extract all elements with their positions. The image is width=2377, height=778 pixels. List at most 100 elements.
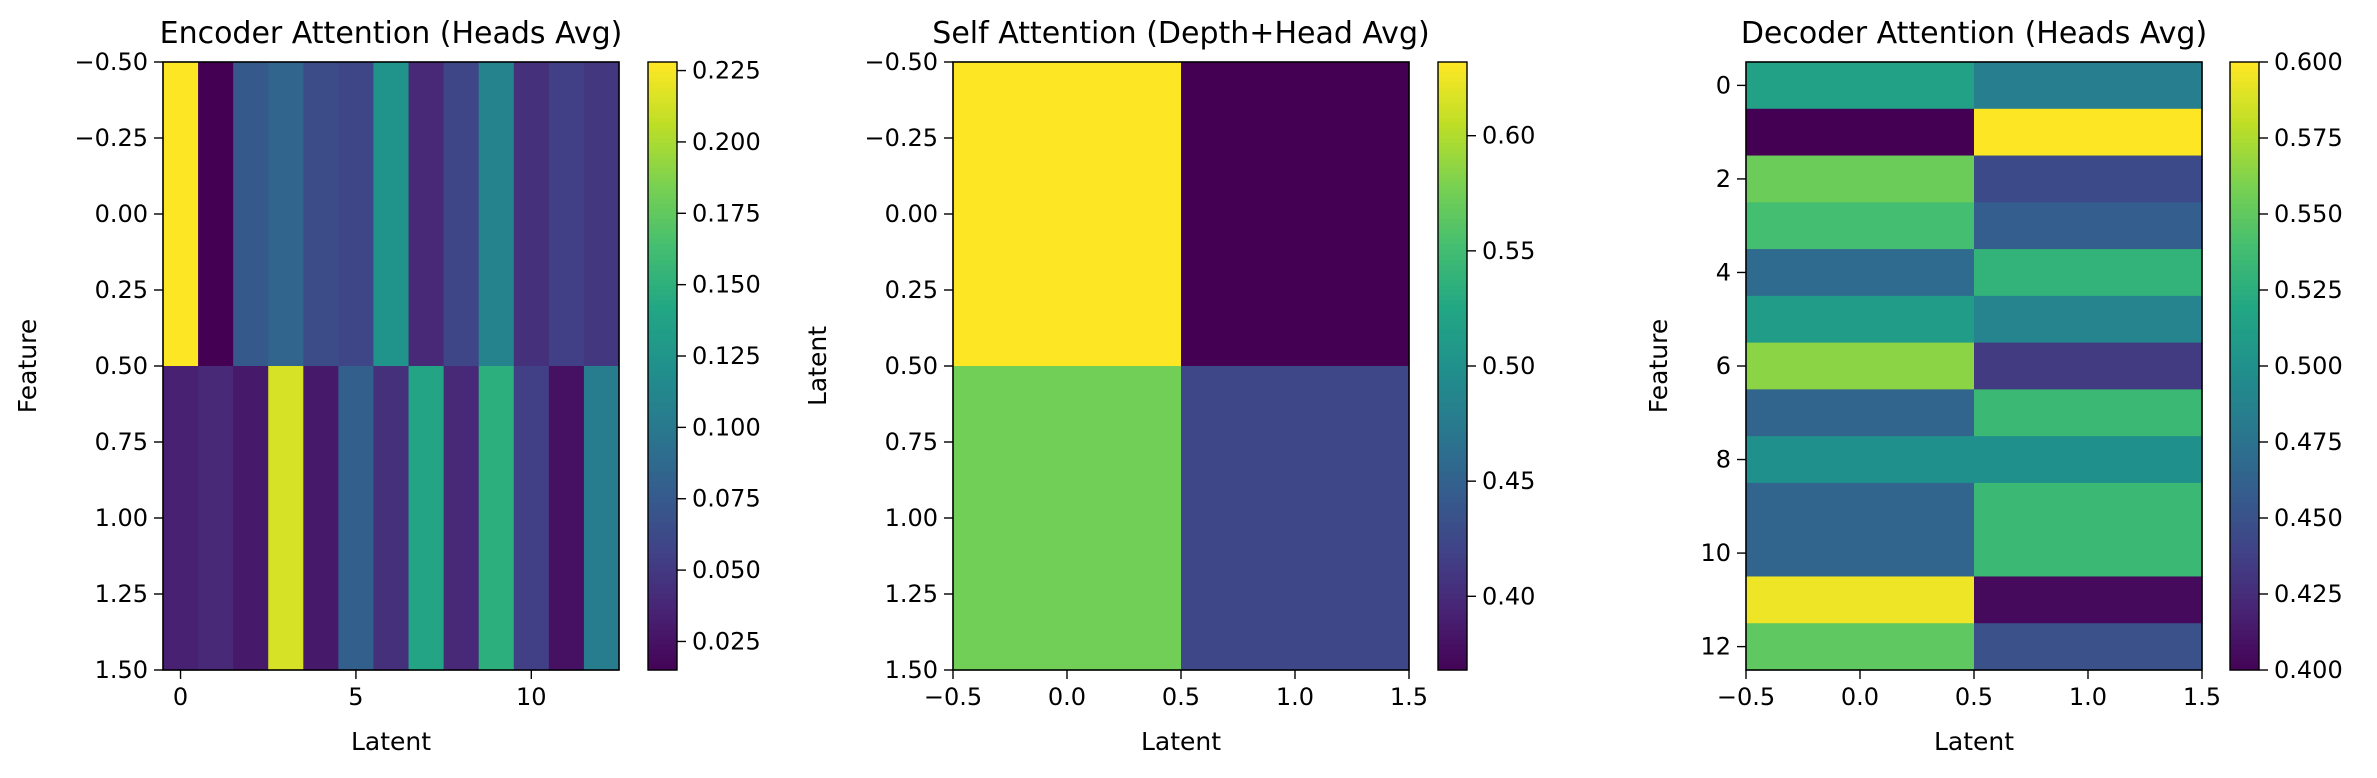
colorbar-gradient-step	[2230, 117, 2259, 124]
colorbar-gradient-step	[648, 396, 677, 403]
colorbar-gradient-step	[1438, 391, 1467, 397]
colorbar-gradient-step	[648, 487, 677, 494]
colorbar-gradient-step	[1438, 97, 1467, 104]
colorbar-gradient-step	[1438, 254, 1467, 261]
colorbar-gradient-step	[648, 614, 677, 620]
colorbar-gradient-step	[648, 538, 677, 544]
colorbar-gradient-step	[2230, 533, 2259, 539]
colorbar-gradient-step	[648, 609, 677, 615]
colorbar-gradient-step	[1438, 568, 1467, 575]
colorbar-gradient-step	[648, 269, 677, 276]
colorbar-gradient-step	[2230, 614, 2259, 620]
colorbar-gradient-step	[648, 148, 677, 154]
colorbar-gradient-step	[1438, 107, 1467, 114]
colorbar-gradient-step	[1438, 624, 1467, 631]
colorbar-gradient-step	[1438, 127, 1467, 134]
colorbar: 0.40 0.45 0.50 0.55 0.60	[1437, 61, 1535, 671]
colorbar-tick-label: 0.40	[1482, 582, 1535, 610]
heatmap-cell-r12-c0	[1746, 623, 1975, 671]
colorbar-gradient-step	[1438, 573, 1467, 580]
colorbar-tick-label: 0.150	[692, 271, 761, 299]
heatmap-cell-r0-c8	[443, 62, 480, 367]
colorbar-gradient-step	[2230, 659, 2259, 666]
colorbar-gradient-step	[2230, 264, 2259, 271]
x-tick-label: 1.5	[2183, 683, 2221, 711]
colorbar-gradient-step	[1438, 659, 1467, 666]
colorbar-gradient-step	[1438, 350, 1467, 357]
colorbar-gradient-step	[1438, 634, 1467, 641]
colorbar-gradient-step	[2230, 234, 2259, 240]
colorbar-gradient-step	[648, 188, 677, 195]
heatmap-cell-r3-c0	[1746, 202, 1975, 250]
y-tick-label: 1.25	[885, 580, 938, 608]
colorbar-gradient-step	[2230, 320, 2259, 327]
colorbar-gradient-step	[1438, 274, 1467, 281]
colorbar-tick-label: 0.50	[1482, 352, 1535, 380]
heatmap-cell-r7-c0	[1746, 389, 1975, 437]
colorbar-gradient-step	[2230, 335, 2259, 342]
colorbar-gradient-step	[648, 234, 677, 240]
colorbar-gradient-step	[648, 629, 677, 636]
heatmap-cell-r0-c7	[408, 62, 445, 367]
colorbar-gradient-step	[648, 447, 677, 453]
heatmap-cell-r0-c1	[1974, 62, 2203, 110]
colorbar-gradient-step	[2230, 376, 2259, 382]
x-tick-label: 0.0	[1048, 683, 1086, 711]
colorbar-gradient-step	[1438, 619, 1467, 625]
colorbar-tick-label: 0.200	[692, 128, 761, 156]
colorbar-gradient-step	[648, 112, 677, 119]
colorbar-gradient-step	[1438, 138, 1467, 144]
y-tick-label: 0.25	[95, 276, 148, 304]
colorbar-gradient-step	[648, 386, 677, 392]
colorbar-gradient-step	[648, 158, 677, 164]
heatmap-cell-r5-c1	[1974, 295, 2203, 344]
colorbar-gradient-step	[648, 279, 677, 286]
x-axis-label: Latent	[1141, 727, 1221, 756]
colorbar-gradient-step	[2230, 173, 2259, 180]
colorbar-gradient-step	[2230, 644, 2259, 651]
colorbar-gradient-step	[1438, 436, 1467, 443]
colorbar-gradient-step	[648, 350, 677, 357]
colorbar-gradient-step	[648, 376, 677, 382]
colorbar-gradient-step	[648, 436, 677, 443]
colorbar-gradient-step	[648, 92, 677, 99]
colorbar-gradient-step	[2230, 274, 2259, 281]
y-axis-label: Latent	[803, 326, 832, 406]
colorbar-gradient-step	[1438, 148, 1467, 154]
colorbar-gradient-step	[1438, 604, 1467, 610]
colorbar-gradient-step	[648, 411, 677, 418]
x-tick-label: 0	[173, 683, 188, 711]
colorbar-gradient-step	[648, 366, 677, 372]
colorbar-gradient-step	[648, 659, 677, 666]
colorbar-gradient-step	[1438, 518, 1467, 524]
colorbar-gradient-step	[2230, 654, 2259, 661]
colorbar-gradient-step	[1438, 102, 1467, 109]
colorbar-tick-label: 0.525	[2274, 276, 2343, 304]
colorbar-gradient-step	[1438, 411, 1467, 418]
colorbar-gradient-step	[1438, 224, 1467, 230]
colorbar-gradient-step	[648, 249, 677, 256]
colorbar-gradient-step	[1438, 533, 1467, 539]
colorbar-gradient-step	[1438, 563, 1467, 570]
colorbar-gradient-step	[648, 290, 677, 296]
colorbar-gradient-step	[2230, 482, 2259, 489]
y-tick-label: 1.00	[885, 504, 938, 532]
colorbar-gradient-step	[2230, 163, 2259, 169]
colorbar-gradient-step	[648, 335, 677, 342]
colorbar-gradient-step	[1438, 381, 1467, 387]
colorbar-gradient-step	[1438, 320, 1467, 327]
colorbar-gradient-step	[648, 416, 677, 423]
colorbar-gradient-step	[1438, 467, 1467, 473]
heatmap-cell-r1-c7	[408, 366, 445, 671]
colorbar-gradient-step	[648, 568, 677, 575]
x-tick-label: 1.0	[2069, 683, 2107, 711]
colorbar-gradient-step	[1438, 366, 1467, 372]
colorbar-gradient-step	[2230, 457, 2259, 463]
y-tick-label: 0.25	[885, 276, 938, 304]
colorbar-gradient-step	[1438, 67, 1467, 73]
heatmap-cell-r0-c6	[373, 62, 410, 367]
colorbar-gradient-step	[1438, 279, 1467, 286]
colorbar-gradient-step	[648, 502, 677, 509]
colorbar-gradient-step	[1438, 578, 1467, 585]
